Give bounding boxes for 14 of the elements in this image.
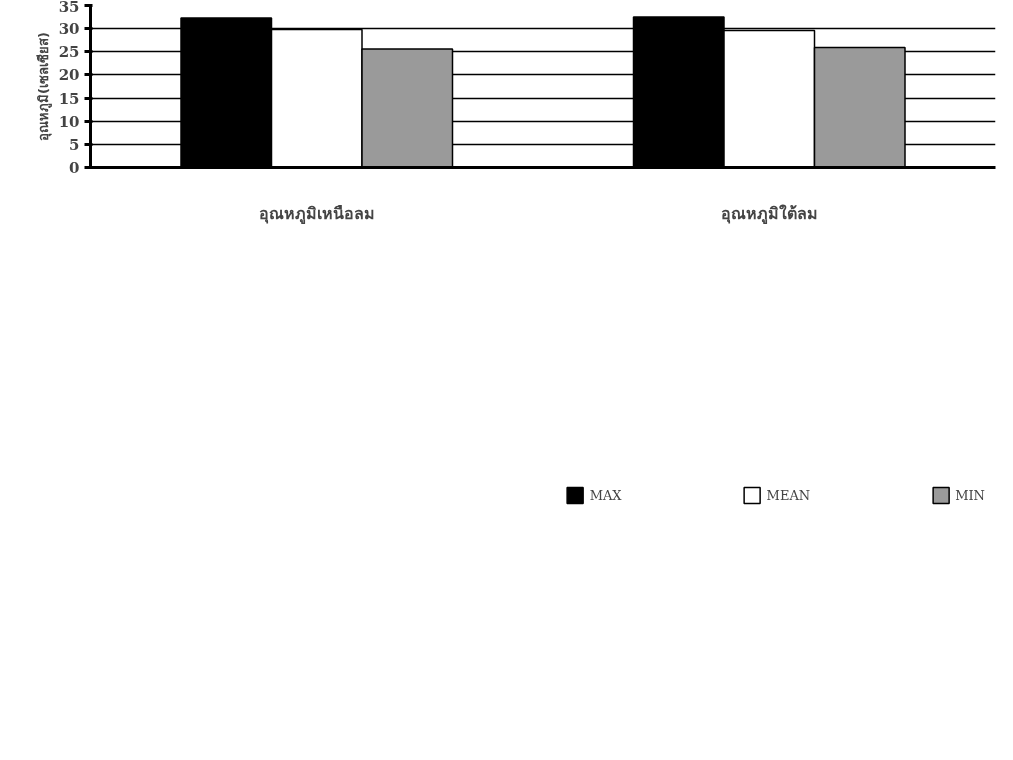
y-tick-label: 30 <box>58 20 80 39</box>
y-tick-label: 10 <box>58 112 80 131</box>
x-tick-label: อุณหภูมิใต้ลม <box>720 203 818 225</box>
y-tick-label: 5 <box>69 135 80 154</box>
x-tick-label: อุณหภูมิเหนือลม <box>258 203 375 225</box>
y-tick-label: 20 <box>58 66 80 85</box>
y-tick-label: 35 <box>58 0 80 16</box>
y-tick-label: 0 <box>69 159 80 177</box>
legend-label: MEAN <box>766 487 811 503</box>
legend-label: MAX <box>589 487 622 503</box>
legend-label: MIN <box>955 487 985 503</box>
y-axis-title: อุณหภูมิ(เซลเซียส) <box>35 32 52 141</box>
y-tick-label: 25 <box>58 43 80 62</box>
y-tick-label: 15 <box>58 89 80 108</box>
